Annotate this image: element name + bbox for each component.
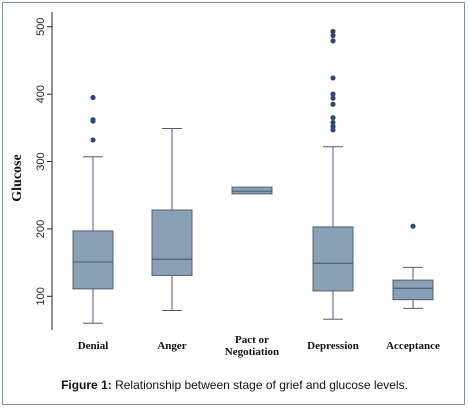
caption-label: Figure 1: xyxy=(61,378,112,392)
figure-caption: Figure 1: Relationship between stage of … xyxy=(0,378,469,392)
outlier-point xyxy=(90,117,96,123)
iqr-box xyxy=(312,226,354,292)
y-tick-label: 500 xyxy=(35,18,47,36)
outlier-point xyxy=(330,95,336,101)
outlier-point xyxy=(330,32,336,39)
y-tick-label: 400 xyxy=(35,85,47,103)
iqr-box xyxy=(72,230,114,290)
outlier-point xyxy=(90,137,96,143)
outlier-point xyxy=(410,223,416,229)
y-axis-title: Glucose xyxy=(10,154,25,201)
box-denial xyxy=(72,94,114,324)
box-anger xyxy=(151,128,193,311)
figure-frame xyxy=(2,2,465,405)
outlier-point xyxy=(90,94,96,101)
y-tick-label: 100 xyxy=(35,287,47,305)
category-labels: Denial Anger Pact or Negotiation Depression A… xyxy=(78,334,440,358)
outlier-point xyxy=(330,38,336,44)
y-tick-label: 200 xyxy=(35,220,47,238)
boxes-group xyxy=(72,28,434,324)
category-label: Denial xyxy=(78,340,109,352)
category-label: Anger xyxy=(157,340,186,352)
category-label: Pact or Negotiation xyxy=(225,334,279,358)
box-pact-or-negotiation xyxy=(231,186,273,195)
iqr-box xyxy=(231,186,273,195)
box-acceptance xyxy=(392,223,434,309)
box-plot-chart: 100 200 300 400 500 Denial Anger Pact or Negoti… xyxy=(10,12,440,358)
outlier-point xyxy=(330,101,336,107)
box-depression xyxy=(312,28,354,320)
outlier-point xyxy=(330,75,336,81)
y-tick-label: 300 xyxy=(35,152,47,170)
axes: 100 200 300 400 500 xyxy=(35,12,53,330)
outlier-point xyxy=(330,119,336,126)
category-label: Depression xyxy=(307,340,359,352)
iqr-box xyxy=(151,209,193,276)
iqr-box xyxy=(392,279,434,301)
caption-text: Relationship between stage of grief and … xyxy=(115,378,408,392)
outlier-point xyxy=(330,115,336,121)
outlier-point xyxy=(330,28,336,35)
outlier-point xyxy=(330,123,336,130)
category-label: Acceptance xyxy=(386,340,440,352)
outlier-point xyxy=(330,91,336,97)
